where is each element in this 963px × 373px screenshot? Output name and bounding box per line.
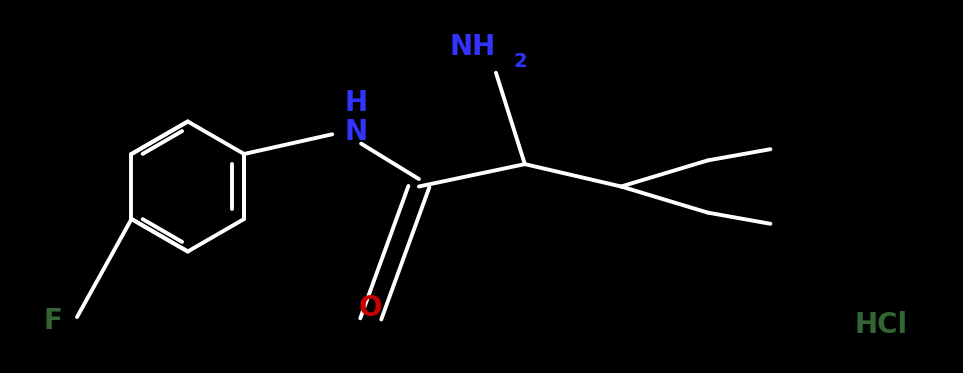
Text: NH: NH — [450, 32, 496, 61]
Text: HCl: HCl — [854, 310, 908, 339]
Text: H: H — [345, 88, 368, 117]
Text: N: N — [345, 118, 368, 147]
Text: F: F — [43, 307, 63, 335]
Text: 2: 2 — [513, 52, 527, 71]
Text: O: O — [359, 294, 382, 322]
